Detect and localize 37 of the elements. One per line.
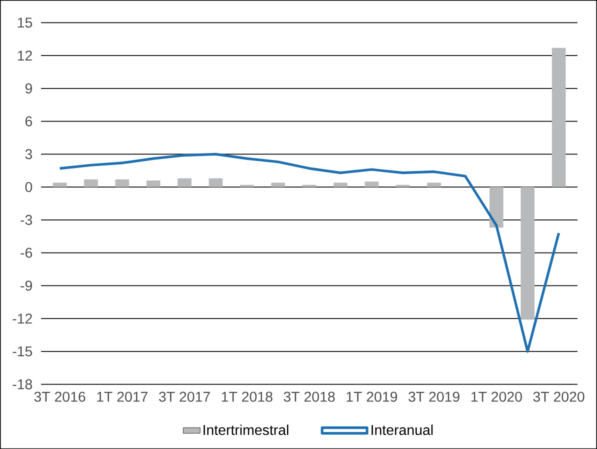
x-tick-label: 3T 2017 [159,392,210,402]
line-series [58,152,560,353]
bar [364,182,379,187]
bar [334,182,348,187]
y-tick-label: 0 [25,182,32,192]
legend-label: Intertrimestral [204,424,288,435]
y-tick-label: 15 [18,18,32,28]
x-tick-label: 3T 2016 [34,392,86,402]
y-tick-label: -15 [12,346,32,356]
bar [146,180,160,187]
x-tick-label: 1T 2017 [97,392,148,402]
y-tick-label: 12 [18,50,32,60]
y-tick-label: -6 [20,248,32,258]
bar [271,182,286,187]
y-tick-label: 9 [25,83,32,94]
bar [520,186,535,320]
bar [490,186,504,228]
bar [84,179,98,187]
y-tick-label: -12 [12,314,32,324]
bar [52,182,67,187]
bar [115,179,130,187]
y-tick-label: 6 [25,116,32,126]
legend-label: Interanual [372,424,433,435]
x-tick-label: 3T 2019 [408,392,460,402]
y-tick-label: 3 [25,149,32,160]
x-tick-label: 1T 2019 [346,392,398,402]
y-tick-label: -9 [20,280,32,291]
bar [178,178,192,187]
bar [208,178,223,187]
y-tick-label: -3 [20,214,32,225]
x-tick-label: 1T 2020 [471,392,522,402]
y-tick-label: -18 [12,379,32,390]
x-tick-label: 3T 2020 [533,392,584,402]
bar [552,48,566,187]
x-tick-label: 1T 2018 [222,392,272,402]
bar [427,182,441,187]
x-tick-label: 3T 2018 [284,392,335,402]
